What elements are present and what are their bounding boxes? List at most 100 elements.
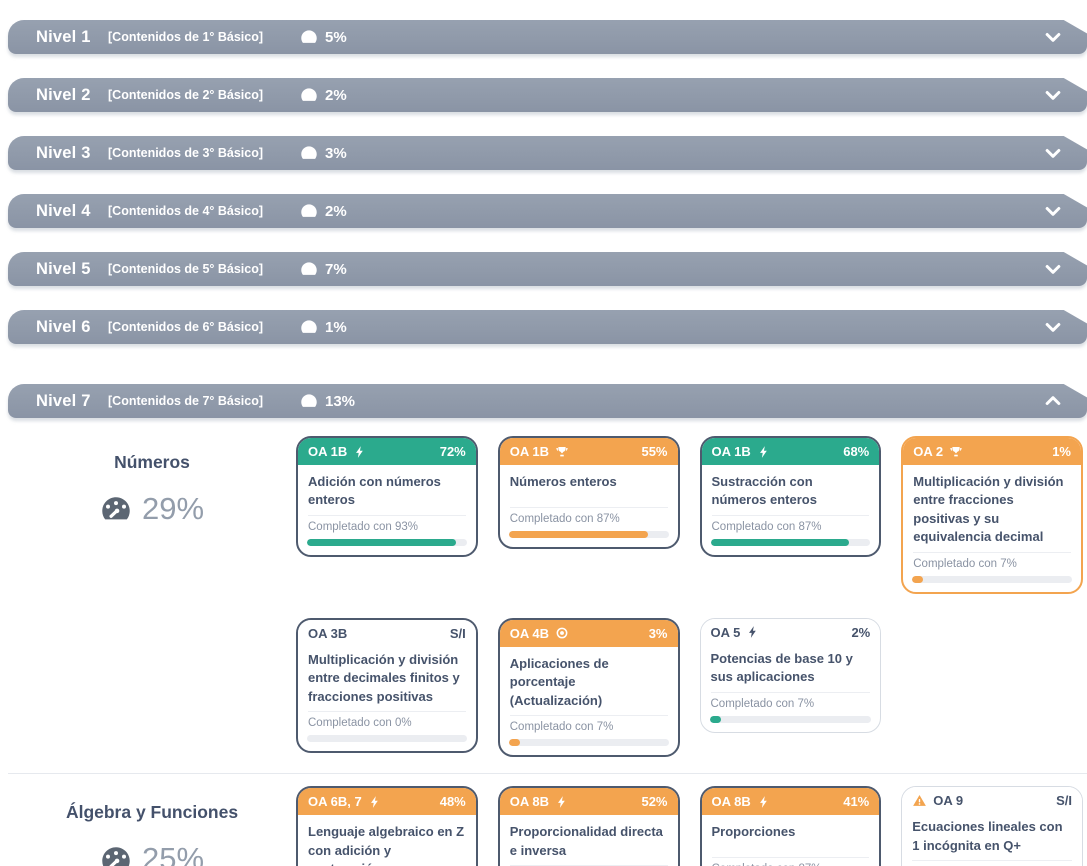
oa-code: OA 8B <box>711 794 751 810</box>
chevron-down-icon[interactable] <box>1043 259 1063 279</box>
completed-label: Completado con 87% <box>509 513 620 525</box>
level-section: Nivel 2 [Contenidos de 2° Básico] 2% <box>8 77 1087 112</box>
completed-label: Completado con 87% <box>711 520 822 533</box>
chevron-down-icon[interactable] <box>1043 143 1063 163</box>
oa-card[interactable]: OA 3B S/I Multiplicación y división entr… <box>296 617 478 754</box>
level-header[interactable]: Nivel 2 [Contenidos de 2° Básico] 2% <box>8 77 1087 112</box>
trophy-icon <box>555 445 569 459</box>
card-header: OA 5 2% <box>700 618 881 642</box>
card-label-group: OA 6B, 7 <box>308 794 382 809</box>
level-header[interactable]: Nivel 6 [Contenidos de 6° Básico] 1% <box>8 309 1087 344</box>
level-content: Números 29% OA 1B 72% Adición con número… <box>8 418 1087 866</box>
oa-card[interactable]: OA 1B 55% Números enteros Completado con… <box>497 436 680 549</box>
oa-percent: 2% <box>851 624 871 640</box>
level-percent: 7% <box>325 260 347 278</box>
oa-title: Aplicaciones de porcentaje (Actualizació… <box>509 655 609 708</box>
oa-card[interactable]: OA 5 2% Potencias de base 10 y sus aplic… <box>699 617 882 733</box>
level-header[interactable]: Nivel 1 [Contenidos de 1° Básico] 5% <box>8 19 1087 54</box>
card-body: Proporciones <box>702 815 880 857</box>
target-icon <box>555 626 569 640</box>
oa-card[interactable]: OA 8B 41% Proporciones Completado con 87… <box>699 786 882 866</box>
card-header: OA 1B 55% <box>499 438 678 465</box>
oa-code: OA 5 <box>710 624 741 640</box>
lightning-icon <box>757 795 771 809</box>
card-label-group: OA 3B <box>308 626 347 641</box>
completed-label: Completado con 93% <box>308 520 418 533</box>
level-name: Nivel 2 <box>36 85 91 104</box>
strand-score: 29% <box>8 491 296 527</box>
progress-bar <box>912 575 1072 583</box>
divider <box>509 507 668 508</box>
trophy-icon <box>949 445 963 459</box>
completed-label: Completado con 0% <box>902 861 1082 866</box>
progress-bar <box>307 735 467 743</box>
level-name: Nivel 3 <box>36 143 91 162</box>
oa-card[interactable]: OA 8B 52% Proporcionalidad directa e inv… <box>497 786 680 866</box>
level-tag: [Contenidos de 1° Básico] <box>108 30 264 44</box>
oa-card[interactable]: OA 4B 3% Aplicaciones de porcentaje (Act… <box>497 617 680 758</box>
oa-code: OA 9 <box>933 793 964 809</box>
oa-card[interactable]: OA 1B 72% Adición con números enteros Co… <box>296 436 478 557</box>
oa-title: Adición con números enteros <box>308 474 441 508</box>
divider <box>308 514 466 516</box>
level-section: Nivel 3 [Contenidos de 3° Básico] 3% <box>8 135 1087 170</box>
card-header: OA 2 1% <box>903 438 1081 465</box>
card-header: OA 1B 68% <box>701 438 880 465</box>
oa-card[interactable]: OA 6B, 7 48% Lenguaje algebraico en Z co… <box>296 786 478 866</box>
oa-title: Multiplicación y división entre decimale… <box>308 651 460 704</box>
oa-code: OA 3B <box>308 625 348 641</box>
oa-percent: 55% <box>641 444 668 459</box>
oa-percent: S/I <box>1056 793 1072 809</box>
level-header[interactable]: Nivel 5 [Contenidos de 5° Básico] 7% <box>8 251 1087 286</box>
level-name: Nivel 6 <box>36 317 91 336</box>
oa-card[interactable]: OA 2 1% Multiplicación y división entre … <box>901 436 1083 594</box>
level-name: Nivel 1 <box>36 27 91 46</box>
completed-label: Completado con 0% <box>308 717 412 730</box>
gauge-icon <box>300 202 318 220</box>
oa-title: Multiplicación y división entre fraccion… <box>913 474 1064 545</box>
level-score: 1% <box>300 318 347 336</box>
card-label-group: OA 1B <box>712 444 771 459</box>
corner-fold <box>1062 309 1087 324</box>
progress-fill <box>508 531 648 538</box>
completed-label: Completado con 7% <box>710 697 815 710</box>
chevron-down-icon[interactable] <box>1043 27 1063 47</box>
level-percent: 2% <box>325 202 347 220</box>
card-header: OA 8B 41% <box>701 788 880 816</box>
level-header[interactable]: Nivel 4 [Contenidos de 4° Básico] 2% <box>8 193 1087 228</box>
level-header[interactable]: Nivel 3 [Contenidos de 3° Básico] 3% <box>8 135 1087 170</box>
level-header[interactable]: Nivel 7 [Contenidos de 7° Básico] 13% <box>8 383 1087 418</box>
chevron-down-icon[interactable] <box>1043 317 1063 337</box>
gauge-icon <box>300 28 318 46</box>
gauge-icon <box>300 86 318 104</box>
level-tag: [Contenidos de 4° Básico] <box>108 204 264 218</box>
card-header: OA 1B 72% <box>298 438 476 465</box>
chevron-down-icon[interactable] <box>1043 85 1063 105</box>
card-body: Ecuaciones lineales con 1 incógnita en Q… <box>902 810 1082 860</box>
level-name: Nivel 7 <box>36 391 91 410</box>
card-label-group: OA 8B <box>712 794 771 809</box>
corner-fold <box>1062 383 1087 398</box>
lightning-icon <box>555 795 569 809</box>
divider <box>711 857 870 859</box>
oa-code: OA 6B, 7 <box>308 794 362 810</box>
card-body: Proporcionalidad directa e inversa <box>500 815 678 865</box>
oa-title: Números enteros <box>509 474 617 489</box>
chevron-up-icon[interactable] <box>1043 391 1063 411</box>
progress-fill <box>709 715 721 723</box>
lightning-icon <box>746 625 760 639</box>
corner-fold <box>1062 135 1087 150</box>
level-score: 2% <box>300 202 347 220</box>
card-body: Sustracción con números enteros <box>702 465 880 515</box>
oa-title: Proporcionalidad directa e inversa <box>509 824 663 858</box>
oa-percent: 1% <box>1052 444 1071 459</box>
level-tag: [Contenidos de 3° Básico] <box>108 146 264 160</box>
oa-card[interactable]: OA 9 S/I Ecuaciones lineales con 1 incóg… <box>901 786 1083 866</box>
card-body: Números enteros <box>500 465 678 507</box>
chevron-down-icon[interactable] <box>1043 201 1063 221</box>
card-label-group: OA 5 <box>711 625 761 640</box>
cards-grid: OA 6B, 7 48% Lenguaje algebraico en Z co… <box>296 786 1087 866</box>
oa-card[interactable]: OA 1B 68% Sustracción con números entero… <box>699 436 882 557</box>
completed-label: Completado con 7% <box>509 721 614 734</box>
